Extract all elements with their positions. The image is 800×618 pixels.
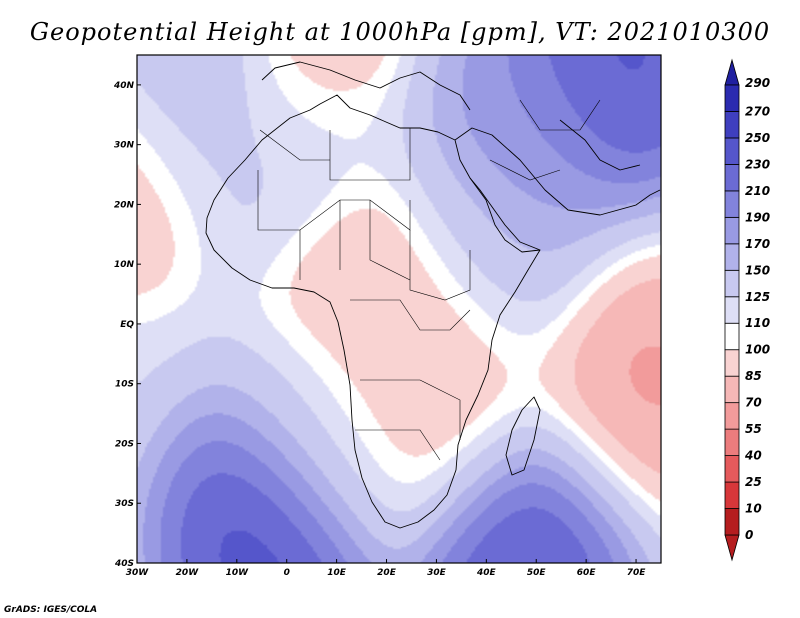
longitude-axis: 30W 20W 10W 0 10E 20E 30E 40E 50E 60E 70E [126, 559, 646, 578]
arabia-coastline [454, 127, 661, 216]
colorbar-swatch [724, 190, 740, 218]
colorbar-level-label: 85 [745, 369, 762, 383]
figure-title: Geopotential Height at 1000hPa [gpm], VT… [30, 18, 770, 46]
colorbar-swatch [724, 322, 740, 351]
lon-tick-label: 20E [377, 568, 397, 578]
colorbar-level-label: 150 [745, 263, 770, 277]
lon-tick-label: 10E [327, 568, 347, 578]
colorbar-level-label: 40 [744, 449, 762, 463]
colorbar: 0 10 25 40 55 70 85 100 110 125 150 170 190 210 230 250… [724, 58, 770, 562]
colorbar-level-label: 125 [745, 290, 770, 304]
colorbar-level-label: 55 [745, 422, 762, 436]
map-panel[interactable]: 30W 20W 10W 0 10E 20E 30E 40E 50E 60E 70E 40N 30N 20… [113, 54, 662, 578]
lon-tick-label: 30E [427, 568, 447, 578]
persian-gulf-coast [559, 119, 641, 171]
lat-tick-label: 20N [114, 200, 135, 210]
lon-tick-label: 20W [176, 568, 200, 578]
lat-tick-label: 10N [114, 260, 135, 270]
colorbar-swatch [724, 269, 740, 298]
colorbar-swatch [724, 243, 740, 271]
lat-tick-label: 10S [115, 380, 134, 390]
colorbar-swatch [724, 164, 740, 192]
lon-tick-label: 60E [577, 568, 597, 578]
colorbar-level-label: 170 [745, 237, 770, 251]
lon-tick-label: 50E [527, 568, 547, 578]
lon-tick-label: 0 [284, 568, 290, 578]
lon-tick-label: 70E [627, 568, 647, 578]
colorbar-level-label: 210 [745, 184, 770, 198]
colorbar-swatch [724, 455, 740, 483]
mediterranean-north-coast [261, 61, 471, 111]
colorbar-level-label: 230 [745, 157, 770, 171]
colorbar-swatch [724, 84, 740, 112]
colorbar-level-label: 0 [745, 528, 753, 542]
colorbar-level-label: 270 [745, 104, 770, 118]
africa-coastline [205, 94, 541, 529]
colorbar-level-label: 25 [745, 475, 762, 489]
colorbar-level-label: 190 [745, 210, 770, 224]
colorbar-swatch [724, 481, 740, 509]
colorbar-swatch [724, 508, 740, 536]
lon-tick-label: 30W [126, 568, 150, 578]
country-borders [257, 99, 601, 461]
colorbar-level-label: 70 [745, 396, 762, 410]
madagascar-coastline [505, 396, 541, 476]
colorbar-level-label: 110 [745, 316, 770, 330]
red-sea-coast [469, 177, 541, 251]
colorbar-swatch [724, 428, 740, 456]
lat-tick-label: 20S [115, 439, 134, 449]
colorbar-swatch [724, 111, 740, 139]
lat-tick-label: 40S [114, 559, 134, 569]
colorbar-swatch [724, 137, 740, 165]
lat-tick-label: 30S [115, 499, 134, 509]
lat-tick-label: 40N [113, 81, 135, 91]
colorbar-swatch [724, 402, 740, 430]
colorbar-level-label: 100 [745, 343, 770, 357]
lon-tick-label: 10W [226, 568, 250, 578]
latitude-axis: 40N 30N 20N 10N EQ 10S 20S 30S 40S [113, 81, 141, 569]
coastlines [205, 61, 661, 529]
colorbar-swatch [724, 375, 740, 404]
colorbar-level-label: 290 [745, 76, 770, 90]
colorbar-level-label: 10 [745, 502, 762, 516]
colorbar-swatch [724, 349, 740, 377]
colorbar-level-label: 250 [745, 131, 770, 145]
grads-credit: GrADS: IGES/COLA [4, 605, 97, 615]
geopotential-field [137, 55, 661, 563]
lon-tick-label: 40E [476, 568, 497, 578]
colorbar-swatch [724, 216, 740, 245]
colorbar-swatch [724, 296, 740, 324]
colorbar-above-triangle [724, 58, 740, 86]
colorbar-below-triangle [724, 534, 740, 562]
lat-tick-label: EQ [120, 320, 134, 330]
lat-tick-label: 30N [114, 141, 135, 151]
map-frame [136, 54, 662, 564]
